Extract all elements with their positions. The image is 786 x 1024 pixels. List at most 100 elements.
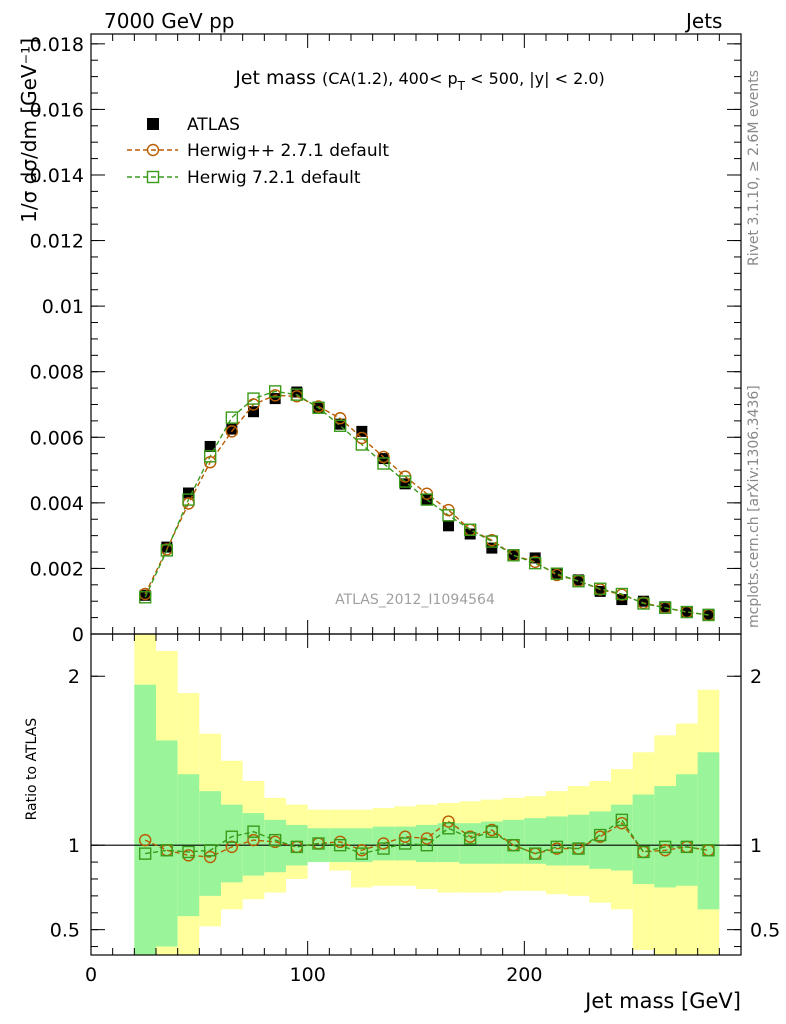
inner-band-bin [567, 814, 590, 866]
herwig7-ratio-marker [355, 847, 369, 860]
y-tick-label: 0.016 [30, 99, 84, 121]
herwig7-marker [247, 392, 260, 405]
herwig7-ratio-marker [333, 838, 347, 852]
legend-herwigpp-marker [146, 143, 160, 157]
herwig7-ratio-marker [268, 833, 282, 847]
herwigpp-ratio-marker [398, 830, 412, 843]
herwig7-marker [333, 419, 347, 433]
herwig7-marker [463, 523, 477, 536]
herwig7-marker [550, 567, 564, 580]
atlas-data-point [681, 606, 693, 618]
herwig7-ratio-marker [637, 845, 650, 859]
atlas-data-point [594, 585, 606, 597]
header-left-label: 7000 GeV pp [104, 9, 235, 33]
atlas-data-point [161, 541, 173, 553]
atlas-data-point [356, 425, 368, 437]
herwig7-marker [160, 544, 174, 557]
herwig7-ratio-marker [507, 838, 520, 852]
header-right-label: Jets [686, 9, 723, 33]
herwig7-marker [138, 591, 152, 604]
analysis-watermark: ATLAS_2012_I1094564 [335, 592, 495, 608]
herwig7-marker [485, 535, 499, 548]
herwig7-marker [355, 438, 369, 451]
herwig7-marker [442, 509, 455, 522]
atlas-data-point [638, 595, 649, 607]
herwig7-ratio-marker [203, 844, 217, 857]
legend-atlas-marker [147, 118, 159, 130]
herwig7-ratio-marker [702, 844, 715, 857]
y-tick-label: 0.018 [30, 34, 84, 56]
inner-band-bin [676, 774, 698, 886]
atlas-data-point [139, 589, 151, 601]
inner-band-bin [632, 794, 655, 885]
legend-atlas-label: ATLAS [187, 115, 240, 135]
herwigpp-ratio-line [144, 820, 709, 858]
ratio-tick-label-right: 2 [750, 666, 762, 688]
inner-band-bin [221, 804, 243, 883]
herwig7-marker [290, 388, 304, 401]
herwig7-ratio-marker [420, 838, 434, 852]
herwig7-marker [182, 493, 195, 506]
herwig7-ratio-marker [615, 813, 629, 827]
chart-title: Jet mass (CA(1.2), 400< pT < 500, |y| < … [234, 67, 605, 93]
herwig7-ratio-marker [680, 840, 694, 854]
herwig7-marker [593, 582, 607, 595]
inner-band-bin [697, 752, 720, 910]
ratio-axis-label: Ratio to ATLAS [24, 718, 40, 821]
herwig7-marker [377, 457, 390, 470]
herwig7-marker [680, 605, 694, 619]
y-tick-label: 0.002 [30, 558, 84, 580]
y-tick-label: 0 [72, 624, 84, 646]
atlas-data-point [551, 567, 563, 579]
atlas-data-point [204, 440, 216, 452]
inner-band-bin [524, 818, 546, 864]
atlas-data-point [443, 520, 454, 532]
herwig7-marker [398, 475, 412, 488]
atlas-data-point [269, 393, 281, 405]
y-axis-label: 1/σ dσ/dm [GeV⁻¹] [17, 38, 41, 223]
atlas-data-point [464, 528, 476, 540]
atlas-data-point [291, 386, 303, 398]
herwigpp-marker [377, 450, 390, 464]
y-tick-label: 0.012 [30, 231, 84, 253]
x-axis-label: Jet mass [GeV] [583, 989, 741, 1013]
herwigpp-ratio-marker [247, 833, 260, 847]
herwigpp-ratio-marker [420, 832, 434, 845]
herwig7-ratio-marker [225, 830, 239, 843]
atlas-data-point [486, 542, 498, 554]
herwig7-ratio-line [145, 818, 709, 855]
herwig7-ratio-marker [485, 825, 499, 838]
atlas-data-point [226, 423, 238, 435]
herwig7-ratio-marker [593, 828, 607, 842]
herwig7-marker [225, 411, 239, 424]
x-tick-label: 0 [85, 964, 97, 986]
herwigpp-ratio-marker [225, 840, 239, 854]
herwig7-marker [572, 575, 585, 588]
y-tick-label: 0.01 [42, 296, 84, 318]
herwig7-marker [528, 556, 542, 570]
herwig7-marker [312, 401, 325, 414]
herwig7-ratio-marker [658, 840, 672, 854]
herwigpp-ratio-marker [203, 850, 217, 864]
atlas-data-point [248, 406, 259, 418]
legend-herwig7-marker [146, 170, 160, 184]
inner-band-bin [242, 813, 265, 876]
uncertainty-bands [134, 634, 720, 955]
ratio-tick-label-left: 1 [68, 835, 80, 857]
herwigpp-marker [225, 425, 239, 438]
herwigpp-marker [355, 431, 369, 445]
herwig7-ratio-marker [138, 847, 152, 860]
x-tick-label: 100 [290, 964, 326, 986]
inner-band-bin [199, 791, 221, 896]
inner-band-bin [481, 821, 503, 864]
y-tick-label: 0.008 [30, 362, 84, 384]
herwig7-ratio-marker [442, 822, 455, 835]
inner-band-bin [654, 786, 676, 888]
herwig7-marker [507, 549, 520, 562]
herwig7-ratio-marker [182, 845, 195, 859]
herwigpp-marker [333, 412, 347, 425]
herwig7-marker [203, 450, 217, 463]
herwig7-ratio-marker [290, 840, 304, 854]
herwig7-marker [658, 601, 672, 614]
